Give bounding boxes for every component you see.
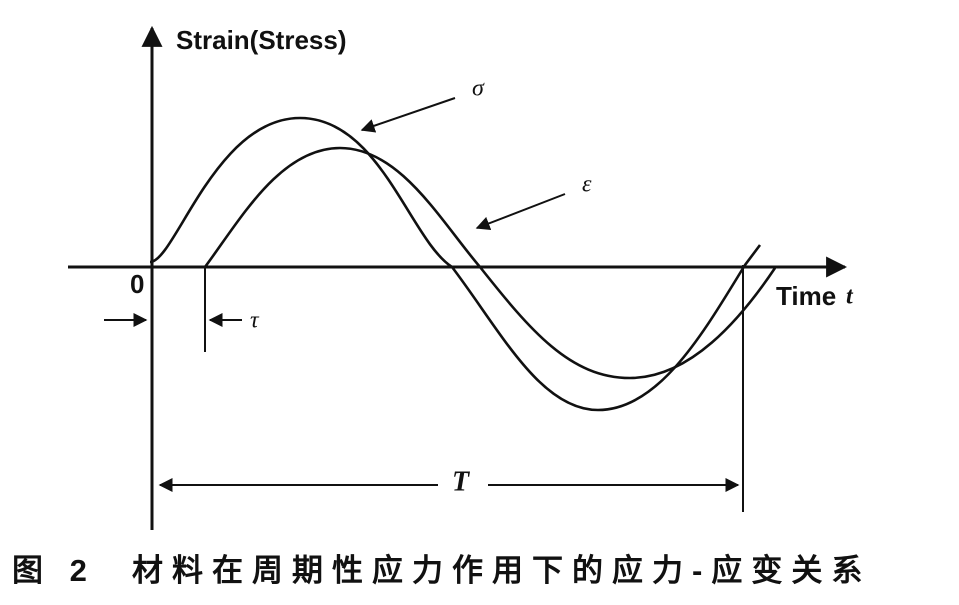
sigma-label: σ: [472, 76, 485, 102]
x-axis-symbol: t: [846, 284, 854, 310]
x-axis-label: Time: [776, 281, 836, 311]
epsilon-label: ε: [582, 172, 592, 198]
epsilon-arrow: [475, 193, 566, 230]
stress-curve: [149, 116, 762, 412]
sigma-arrow: [360, 97, 456, 133]
caption-text: 材料在周期性应力作用下的应力-应变关系: [132, 553, 871, 588]
lag-label: τ: [250, 308, 260, 334]
period-label: T: [452, 466, 471, 497]
strain-curve: [203, 146, 777, 380]
origin-label: 0: [130, 269, 144, 299]
caption-number: 图 2: [12, 553, 96, 588]
y-axis-label: Strain(Stress): [176, 25, 347, 55]
